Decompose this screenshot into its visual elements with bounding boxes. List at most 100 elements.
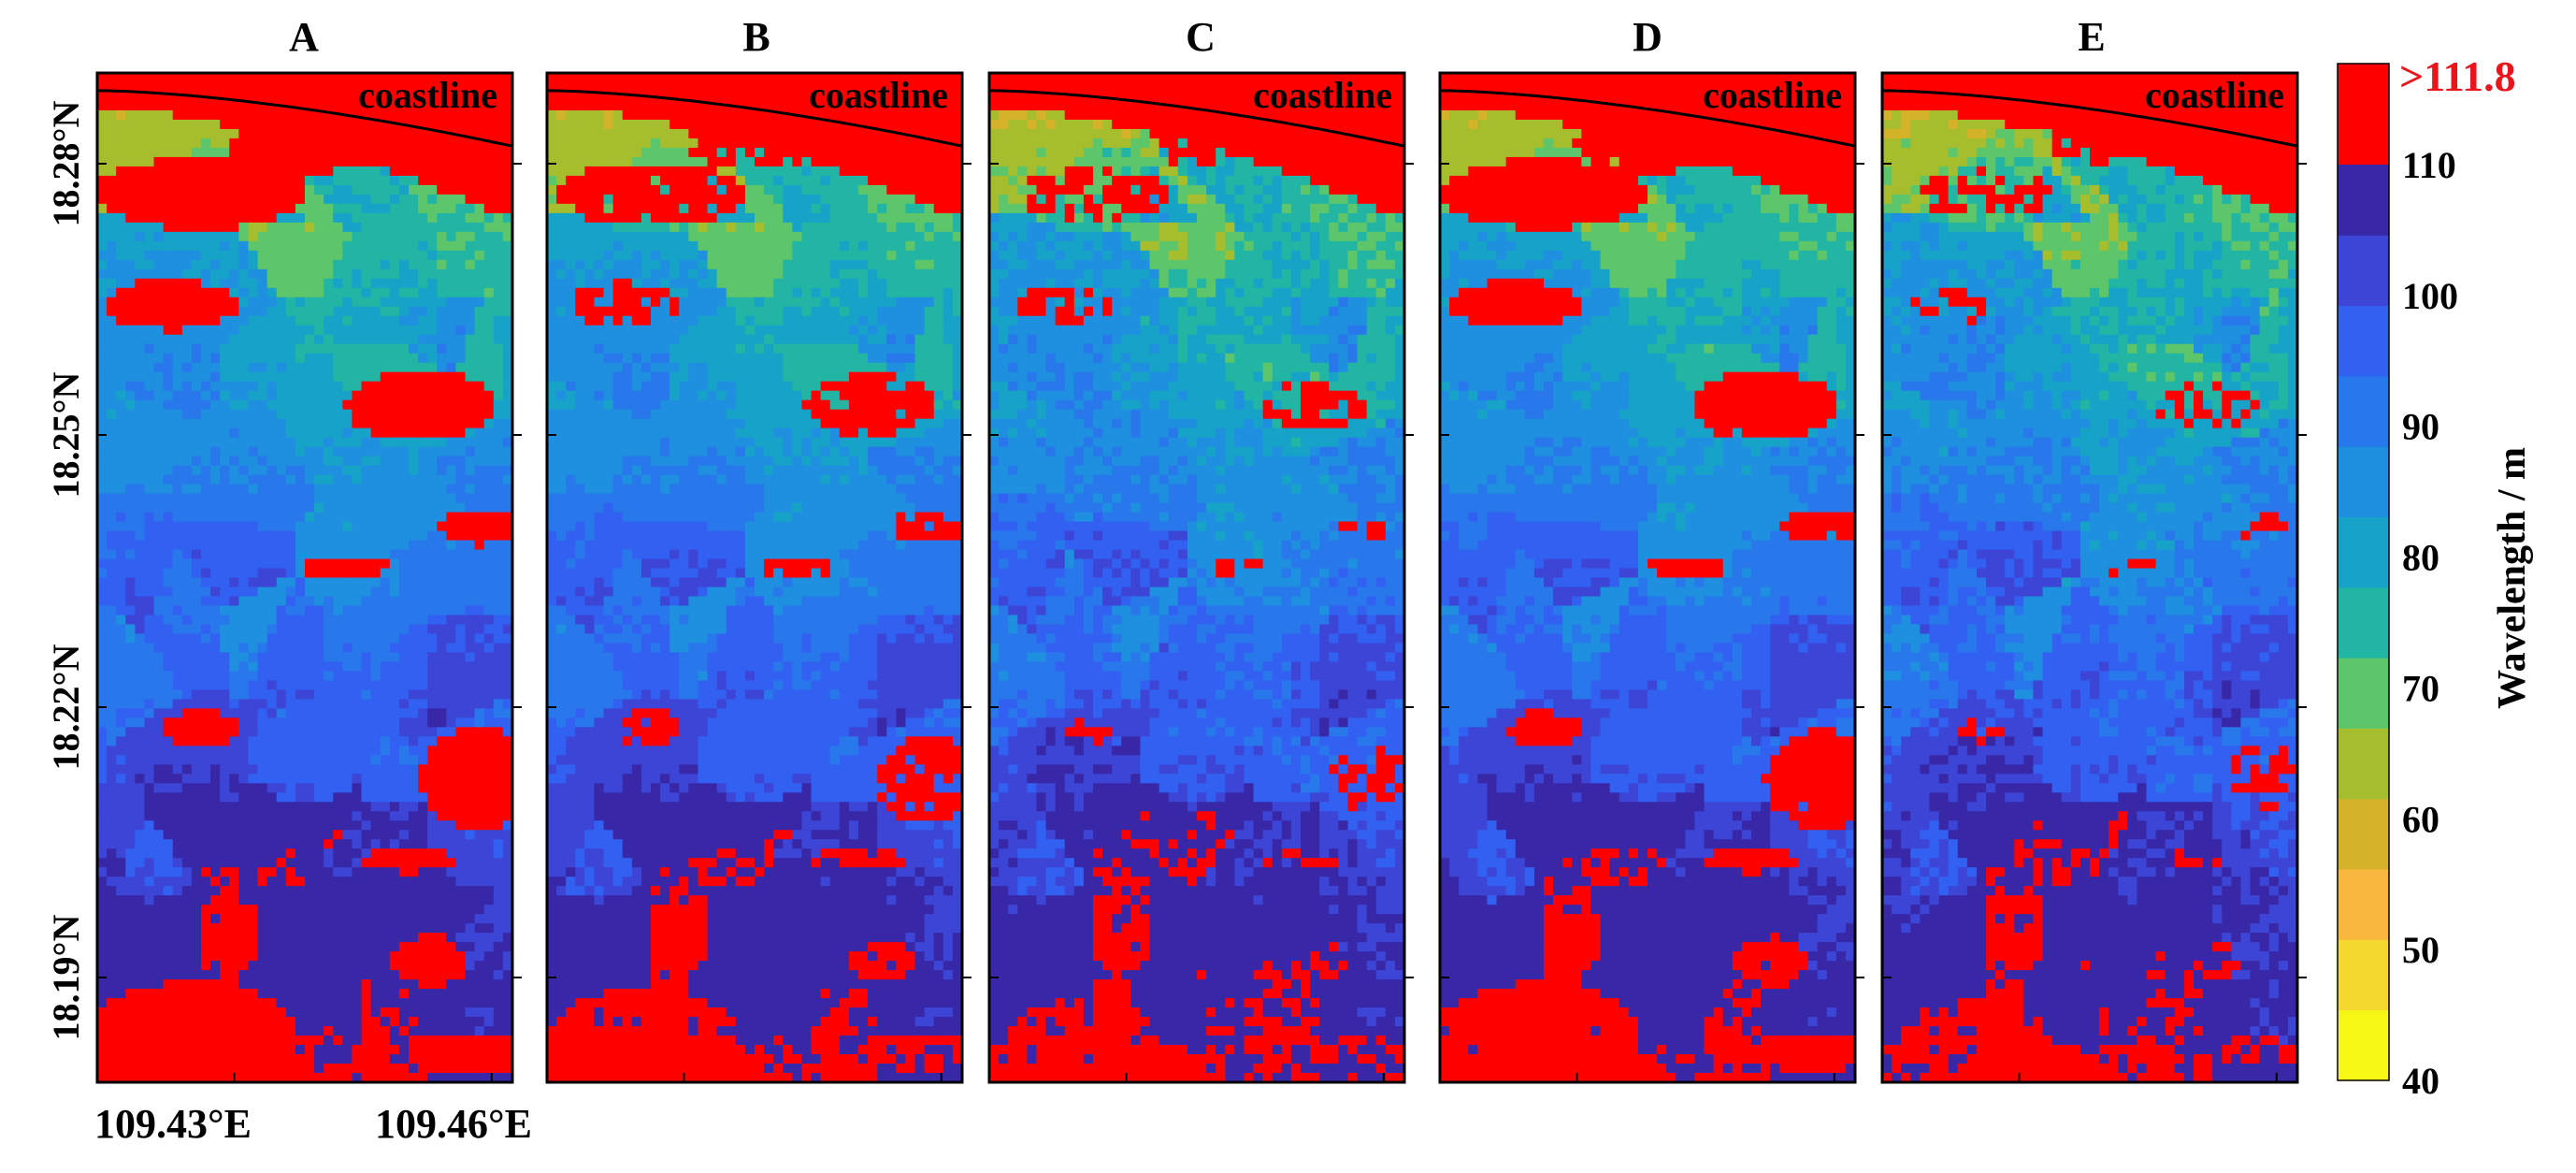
heatmap-cell: [380, 568, 391, 579]
heatmap-cell: [116, 287, 126, 298]
heatmap-cell: [370, 652, 381, 663]
heatmap-cell: [314, 895, 324, 905]
heatmap-cell: [437, 671, 447, 681]
heatmap-cell: [342, 240, 353, 252]
heatmap-cell: [266, 343, 278, 355]
heatmap-cell: [370, 166, 381, 177]
heatmap-cell: [427, 923, 438, 934]
heatmap-cell: [361, 175, 372, 186]
heatmap-cell: [398, 998, 410, 1008]
heatmap-cell: [163, 689, 174, 700]
heatmap-cell: [380, 156, 391, 167]
heatmap-cell: [418, 970, 428, 980]
heatmap-cell: [465, 802, 476, 812]
heatmap-cell: [398, 858, 410, 868]
heatmap-cell: [181, 923, 193, 934]
heatmap-cell: [153, 166, 165, 177]
heatmap-cell: [107, 390, 117, 401]
heatmap-cell: [305, 792, 315, 803]
heatmap-cell: [210, 680, 221, 690]
heatmap-cell: [163, 858, 174, 868]
heatmap-cell: [116, 774, 126, 784]
heatmap-cell: [801, 100, 813, 111]
heatmap-cell: [389, 287, 400, 298]
heatmap-cell: [314, 1035, 324, 1046]
heatmap-cell: [191, 334, 202, 345]
heatmap-cell: [342, 717, 353, 728]
heatmap-cell: [181, 418, 193, 429]
heatmap-cell: [446, 184, 457, 196]
heatmap-cell: [389, 624, 400, 635]
heatmap-cell: [446, 194, 457, 205]
heatmap-cell: [427, 259, 438, 270]
heatmap-cell: [446, 680, 457, 690]
heatmap-cell: [201, 73, 211, 83]
heatmap-cell: [361, 390, 372, 401]
heatmap-cell: [398, 605, 410, 616]
heatmap-cell: [135, 905, 146, 915]
heatmap-cell: [437, 951, 447, 962]
heatmap-cell: [465, 689, 476, 700]
heatmap-cell: [352, 493, 363, 504]
heatmap-cell: [502, 371, 513, 383]
heatmap-cell: [735, 81, 746, 93]
heatmap-cell: [314, 147, 324, 158]
heatmap-cell: [483, 456, 495, 467]
heatmap-cell: [135, 942, 146, 952]
heatmap-cell: [333, 802, 343, 812]
heatmap-cell: [266, 390, 278, 401]
heatmap-cell: [201, 970, 211, 980]
heatmap-cell: [153, 605, 165, 616]
heatmap-cell: [107, 895, 117, 905]
heatmap-cell: [135, 680, 146, 690]
heatmap-cell: [314, 343, 324, 355]
heatmap-cell: [314, 297, 324, 308]
heatmap-cell: [229, 166, 239, 177]
heatmap-cell: [474, 91, 485, 102]
heatmap-cell: [285, 671, 296, 681]
heatmap-cell: [257, 680, 268, 690]
heatmap-cell: [125, 175, 136, 186]
heatmap-cell: [116, 783, 126, 793]
heatmap-cell: [465, 905, 476, 915]
heatmap-cell: [125, 886, 136, 896]
heatmap-cell: [342, 418, 353, 429]
heatmap-cell: [483, 689, 495, 700]
heatmap-cell: [427, 577, 438, 588]
heatmap-cell: [418, 109, 428, 121]
heatmap-cell: [116, 390, 126, 401]
heatmap-cell: [455, 970, 467, 980]
heatmap-cell: [398, 1017, 410, 1027]
heatmap-cell: [352, 558, 363, 570]
heatmap-cell: [295, 979, 306, 990]
heatmap-cell: [220, 989, 230, 999]
heatmap-cell: [446, 390, 457, 401]
heatmap-cell: [172, 774, 183, 784]
heatmap-cell: [181, 717, 193, 728]
heatmap-cell: [352, 362, 363, 373]
heatmap-cell: [409, 858, 419, 868]
heatmap-cell: [370, 222, 381, 233]
heatmap-cell: [144, 250, 155, 261]
heatmap-cell: [389, 147, 400, 158]
heatmap-cell: [437, 1035, 447, 1046]
heatmap-cell: [474, 1026, 485, 1036]
heatmap-cell: [493, 755, 504, 765]
heatmap-cell: [305, 1035, 315, 1046]
heatmap-cell: [446, 783, 457, 793]
heatmap-cell: [409, 970, 419, 980]
heatmap-cell: [370, 1035, 381, 1046]
heatmap-cell: [210, 427, 221, 439]
heatmap-cell: [427, 970, 438, 980]
heatmap-cell: [398, 390, 410, 401]
heatmap-cell: [465, 278, 476, 289]
heatmap-cell: [342, 138, 353, 149]
heatmap-cell: [493, 73, 504, 83]
heatmap-cell: [153, 905, 165, 915]
heatmap-cell: [276, 1035, 287, 1046]
heatmap-cell: [324, 194, 334, 205]
heatmap-cell: [389, 717, 400, 728]
heatmap-cell: [446, 867, 457, 877]
heatmap-cell: [314, 362, 324, 373]
heatmap-cell: [257, 184, 268, 196]
